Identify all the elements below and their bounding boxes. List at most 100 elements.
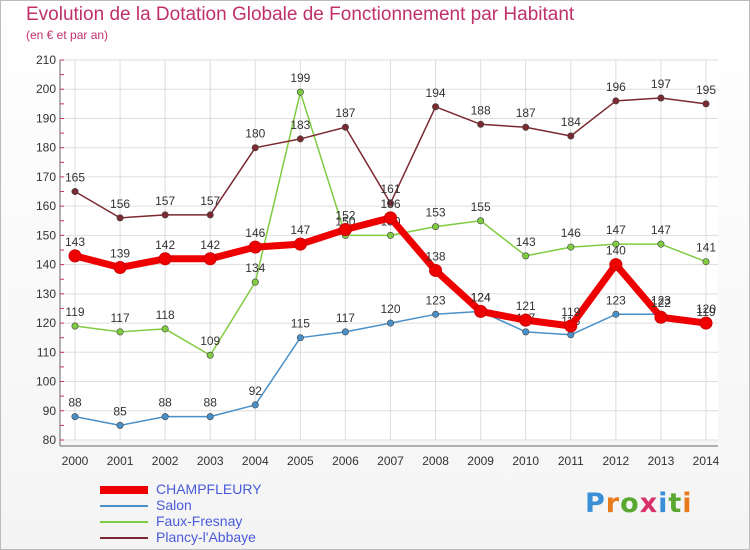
- logo-letter: r: [605, 488, 621, 519]
- data-label: 156: [380, 197, 400, 211]
- data-point: [429, 263, 443, 277]
- data-point: [477, 217, 485, 225]
- data-point: [474, 304, 488, 318]
- data-label: 143: [65, 235, 85, 249]
- x-tick-label: 2008: [422, 454, 449, 468]
- data-point: [161, 211, 169, 219]
- data-point: [293, 237, 307, 251]
- data-label: 165: [65, 171, 85, 185]
- data-label: 187: [516, 106, 536, 120]
- data-label: 146: [245, 226, 265, 240]
- data-point: [296, 135, 304, 143]
- data-label: 143: [516, 235, 536, 249]
- x-tick-label: 2009: [467, 454, 494, 468]
- data-point: [657, 240, 665, 248]
- y-tick-label: 90: [43, 404, 57, 418]
- x-tick-label: 2007: [377, 454, 404, 468]
- data-label: 140: [606, 244, 626, 258]
- legend-label: CHAMPFLEURY: [156, 481, 262, 497]
- x-tick-label: 2014: [693, 454, 720, 468]
- data-point: [432, 223, 440, 231]
- data-point: [654, 310, 668, 324]
- data-point: [432, 310, 440, 318]
- data-point: [564, 319, 578, 333]
- y-tick-label: 150: [36, 228, 56, 242]
- data-point: [386, 319, 394, 327]
- data-label: 187: [335, 106, 355, 120]
- data-label: 120: [696, 302, 716, 316]
- data-label: 120: [380, 302, 400, 316]
- data-label: 199: [290, 71, 310, 85]
- y-tick-label: 140: [36, 258, 56, 272]
- data-label: 195: [696, 83, 716, 97]
- data-point: [522, 123, 530, 131]
- data-label: 141: [696, 241, 716, 255]
- legend-swatch: [100, 505, 148, 507]
- data-point: [341, 123, 349, 131]
- data-point: [161, 413, 169, 421]
- data-label: 197: [651, 77, 671, 91]
- x-tick-label: 2001: [107, 454, 134, 468]
- data-label: 123: [426, 293, 446, 307]
- data-point: [702, 100, 710, 108]
- data-point: [251, 144, 259, 152]
- data-point: [71, 188, 79, 196]
- chart-subtitle: (en € et par an): [26, 28, 109, 42]
- data-label: 121: [516, 299, 536, 313]
- data-point: [384, 211, 397, 225]
- series-champfleury: 143 139 142 142 146 147 152 156 138 124 121 119 140 1…: [65, 197, 716, 333]
- data-label: 124: [471, 290, 491, 304]
- data-point: [386, 199, 394, 207]
- logo-letter: i: [682, 488, 693, 519]
- y-tick-label: 170: [36, 170, 56, 184]
- x-tick-label: 2013: [648, 454, 675, 468]
- data-point: [158, 252, 172, 266]
- data-label: 123: [651, 293, 671, 307]
- data-label: 161: [380, 182, 400, 196]
- x-tick-label: 2002: [152, 454, 179, 468]
- legend-swatch: [100, 537, 148, 539]
- data-label: 92: [249, 384, 263, 398]
- data-point: [248, 240, 262, 254]
- data-label: 157: [155, 194, 175, 208]
- data-label: 117: [336, 311, 355, 325]
- data-point: [161, 325, 169, 333]
- data-label: 138: [426, 249, 446, 263]
- data-label: 119: [561, 305, 580, 319]
- y-tick-label: 160: [36, 199, 56, 213]
- plot-area: [60, 60, 718, 440]
- data-label: 124: [471, 290, 491, 304]
- data-label: 156: [110, 197, 130, 211]
- data-label: 155: [471, 200, 491, 214]
- logo-letter: t: [668, 488, 683, 519]
- data-point: [116, 421, 124, 429]
- data-point: [116, 328, 124, 336]
- data-label: 147: [606, 223, 626, 237]
- y-tick-label: 210: [36, 53, 56, 67]
- data-point: [567, 132, 575, 140]
- line-chart: 8090100110120130140150160170180190200210…: [36, 53, 720, 468]
- y-tick-label: 180: [36, 141, 56, 155]
- data-label: 152: [335, 209, 355, 223]
- x-tick-label: 2010: [512, 454, 539, 468]
- x-tick-label: 2003: [197, 454, 224, 468]
- data-point: [206, 413, 214, 421]
- x-tick-label: 2011: [558, 454, 584, 468]
- data-point: [206, 351, 214, 359]
- data-point: [251, 278, 259, 286]
- data-point: [71, 413, 79, 421]
- data-point: [386, 231, 394, 239]
- y-tick-label: 110: [37, 345, 56, 359]
- data-label: 88: [68, 396, 82, 410]
- y-tick-label: 80: [43, 433, 57, 447]
- data-label: 147: [651, 223, 671, 237]
- y-tick-label: 100: [36, 375, 56, 389]
- data-point: [116, 214, 124, 222]
- logo-letter: o: [620, 488, 640, 519]
- data-point: [251, 401, 259, 409]
- data-point: [296, 88, 304, 96]
- y-tick-label: 190: [36, 111, 56, 125]
- x-tick-label: 2012: [603, 454, 630, 468]
- data-label: 88: [204, 396, 218, 410]
- data-point: [71, 322, 79, 330]
